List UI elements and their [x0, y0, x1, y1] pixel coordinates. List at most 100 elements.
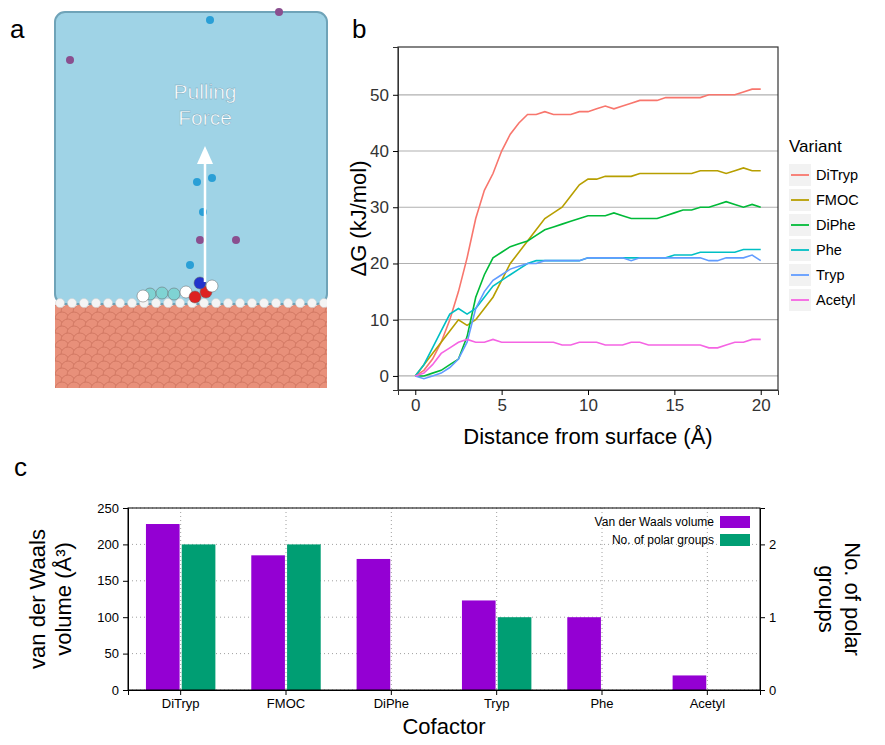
tick-mark [123, 654, 128, 655]
legend: VariantDiTrypFMOCDiPhePheTrypAcetyl [789, 137, 859, 311]
ion [196, 236, 204, 244]
surface-hydrogen [296, 299, 305, 308]
ion [208, 174, 216, 182]
surface-atom [139, 382, 153, 388]
legend-key-box [789, 264, 811, 286]
y-axis-tick: 30 [370, 198, 398, 217]
legend-label: DiPhe [816, 217, 856, 233]
x-axis-tick: Acetyl [690, 690, 726, 711]
surface-hydrogen [272, 299, 281, 308]
surface-atom [187, 382, 201, 388]
tick-label: 30 [370, 198, 389, 217]
legend-label: No. of polar groups [612, 533, 714, 547]
bar [182, 544, 216, 690]
grid-line-x [602, 508, 603, 690]
tick-label: 0 [380, 367, 389, 386]
legend-key [791, 249, 809, 251]
grid-line-x [180, 508, 181, 690]
x-axis-line [399, 391, 779, 396]
legend-label: Van der Waals volume [595, 515, 715, 529]
legend-label: FMOC [816, 192, 859, 208]
y-axis-line [123, 509, 129, 691]
series-line [415, 168, 760, 376]
x-axis-title: Cofactor [402, 714, 485, 739]
x-axis-tick: 20 [752, 390, 771, 415]
molecule-atom [168, 288, 180, 300]
surface-atom [223, 382, 237, 388]
tick-mark [123, 690, 128, 691]
surface-atom [175, 382, 189, 388]
y-axis-tick: 150 [97, 573, 128, 588]
panel-b: 0510152001020304050Distance from surface… [346, 47, 859, 449]
surface-hydrogen [212, 299, 221, 308]
metal-surface [55, 299, 327, 389]
bar [673, 675, 707, 690]
surface-hydrogen [152, 299, 161, 308]
tick-label: 250 [97, 501, 119, 516]
x-axis: DiTrypFMOCDiPheTrypPheAcetyl [129, 690, 761, 711]
force-arrowhead [197, 146, 213, 164]
surface-hydrogen [320, 299, 328, 308]
tick-mark [393, 263, 398, 264]
y-axis: 050100150200250 [97, 501, 128, 698]
surface-hydrogen [200, 299, 209, 308]
y-axis-tick: 0 [112, 683, 128, 698]
surface-hydrogen [104, 299, 113, 308]
y-axis-line [393, 48, 399, 391]
tick-label: 0 [411, 396, 420, 415]
tick-label: 15 [665, 396, 684, 415]
tick-mark [286, 690, 287, 695]
panel-label: b [352, 14, 366, 44]
tick-mark [123, 581, 128, 582]
tick-mark [393, 320, 398, 321]
series-line [415, 339, 760, 376]
grid-line-y [398, 263, 778, 264]
ion [186, 261, 194, 269]
surface-atom [259, 382, 273, 388]
panel-label: c [14, 452, 27, 482]
bar [287, 544, 321, 690]
x-axis-tick: DiPhe [374, 690, 409, 711]
force-arrow [204, 160, 207, 282]
legend-label: Phe [816, 242, 842, 258]
tick-label: 40 [370, 142, 389, 161]
grid-line-y [398, 375, 778, 376]
tick-label: 100 [97, 610, 119, 625]
surface-hydrogen [236, 299, 245, 308]
surface-atom [235, 382, 249, 388]
tick-mark [760, 617, 765, 618]
tick-label: Tryp [484, 696, 510, 711]
tick-mark [123, 544, 128, 545]
legend-key-box [789, 239, 811, 261]
y2-axis-tick: 2 [760, 537, 776, 552]
surface-hydrogen [92, 299, 101, 308]
tick-label: 20 [752, 396, 771, 415]
y-axis: 01020304050 [370, 48, 398, 391]
y-axis-tick: 20 [370, 254, 398, 273]
plot-frame [398, 47, 778, 390]
surface-atom [67, 382, 81, 388]
tick-label: 2 [769, 537, 776, 552]
surface-hydrogen [176, 299, 185, 308]
surface-hydrogen [116, 299, 125, 308]
legend-key-box [789, 214, 811, 236]
legend-key [791, 274, 809, 276]
y-axis-tick: 10 [370, 311, 398, 330]
surface-hydrogen [80, 299, 89, 308]
bar [567, 617, 601, 690]
tick-mark [393, 207, 398, 208]
molecule-atom [156, 287, 168, 299]
tick-mark [496, 690, 497, 695]
grid-line-y [398, 150, 778, 151]
tick-mark [502, 390, 503, 395]
tick-label: 0 [769, 683, 776, 698]
ion [206, 16, 214, 24]
surface-atom [199, 382, 213, 388]
surface-atom [91, 382, 105, 388]
simulation-snapshot: PullingForce [49, 8, 345, 396]
grid-line-x [286, 508, 287, 690]
surface-hydrogen [248, 299, 257, 308]
tick-label: 0 [112, 683, 119, 698]
tick-mark [674, 390, 675, 395]
y2-axis: 012 [760, 509, 776, 698]
